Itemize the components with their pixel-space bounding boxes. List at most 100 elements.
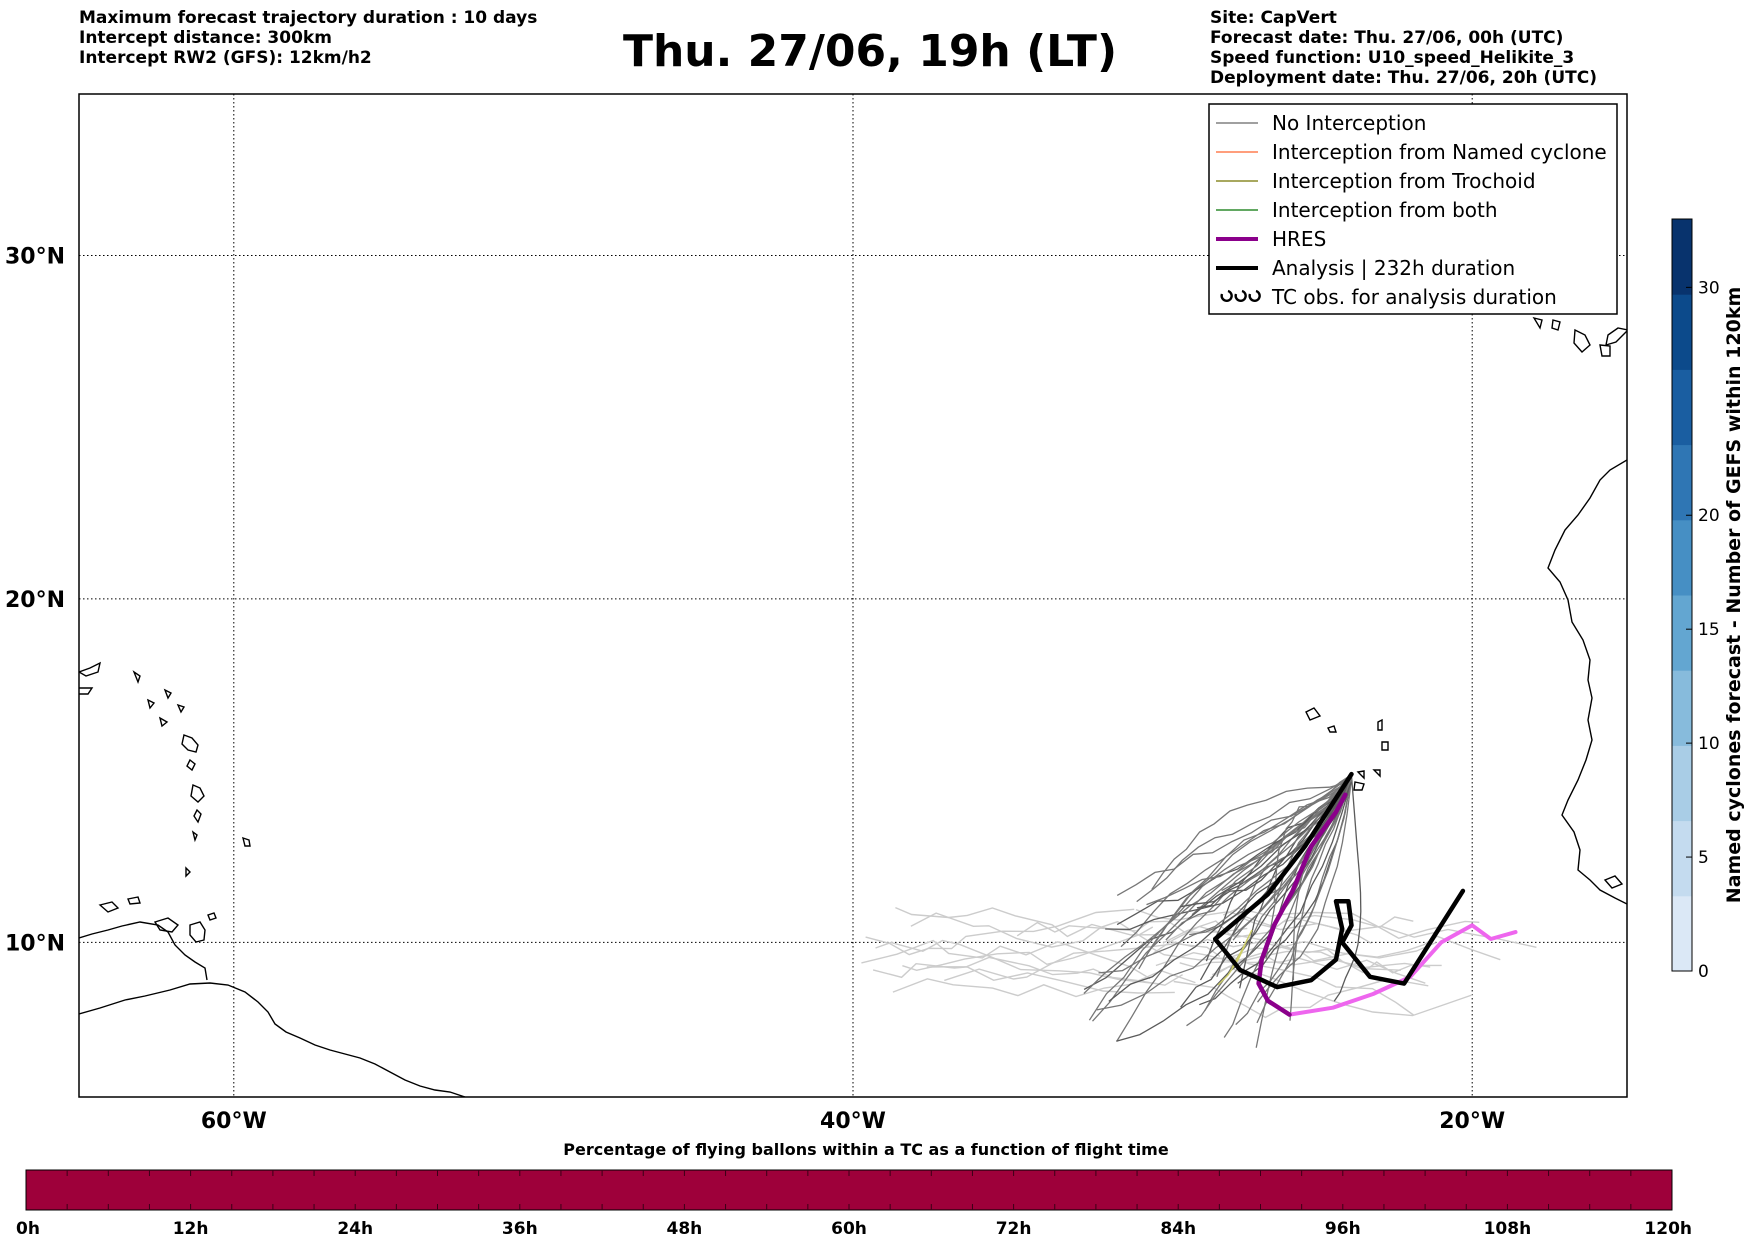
ensemble-trajectory — [1256, 778, 1353, 1003]
lon-tick-label: 20°W — [1439, 1109, 1505, 1134]
tc-obs-symbol — [1220, 289, 1233, 302]
legend: No Interception Interception from Named c… — [1208, 103, 1618, 315]
hres-trajectory — [1256, 792, 1348, 1017]
coast-antigua — [176, 703, 186, 714]
colorbar-right-tick-label: 20 — [1698, 506, 1720, 526]
ensemble-trajectory-light — [1155, 951, 1426, 984]
colorbar-right-tick-label: 30 — [1698, 278, 1720, 298]
ensemble-trajectory — [1255, 776, 1353, 1048]
coast-small-islands-3 — [146, 698, 156, 710]
ensemble-trajectory-light — [865, 908, 1135, 956]
ensemble-trajectory — [1199, 779, 1353, 1006]
header-info-right: Site: CapVert Forecast date: Thu. 27/06,… — [1210, 8, 1597, 88]
coast-canary-3 — [1599, 344, 1611, 357]
coast-south-america — [79, 982, 466, 1097]
ensemble-trajectory-light — [861, 939, 1151, 980]
coast-gulf-paria — [153, 917, 180, 933]
coast-cape-verde-3 — [1377, 718, 1383, 731]
ensemble-trajectory-light — [1016, 920, 1248, 937]
colorbar-bottom-tick-label: 108h — [1484, 1219, 1532, 1239]
ensemble-trajectory-light — [1179, 952, 1431, 969]
colorbar-bottom-tick-label: 12h — [173, 1219, 209, 1239]
coast-cape-verde-4 — [1381, 741, 1389, 751]
tc-obs-symbol — [1248, 289, 1261, 302]
coast-bijagos — [1603, 875, 1624, 889]
colorbar-right-tick-label: 0 — [1698, 962, 1709, 982]
colorbar-bottom-tick-label: 72h — [996, 1219, 1032, 1239]
ensemble-trajectories-light — [861, 906, 1537, 1019]
header-intercept-rw2: Intercept RW2 (GFS): 12km/h2 — [79, 48, 372, 68]
coast-barbados — [242, 836, 251, 847]
colorbar-right-cell — [1672, 219, 1692, 295]
header-max-duration: Maximum forecast trajectory duration : 1… — [79, 8, 538, 28]
legend-label: Analysis | 232h duration — [1272, 256, 1515, 280]
graticule — [79, 94, 1627, 1097]
lat-tick-label: 20°N — [5, 588, 65, 613]
coast-small-islands-2 — [158, 716, 169, 728]
ensemble-trajectory — [1151, 780, 1352, 890]
coastlines — [79, 316, 1627, 1097]
legend-box — [1208, 103, 1618, 315]
colorbar-right: 0 5 10 15 20 30 Named cyclones forecast - Num… — [1671, 218, 1745, 982]
colorbar-right-tick-label: 15 — [1698, 620, 1720, 640]
lat-tick-label: 30°N — [5, 244, 65, 269]
coast-canary-2 — [1605, 327, 1627, 347]
map-frame — [78, 93, 1628, 1098]
ensemble-trajectory-light — [910, 912, 1152, 948]
ensemble-trajectory — [1273, 774, 1352, 904]
colorbar-right-tick-label: 10 — [1698, 734, 1720, 754]
lat-tick-label: 10°N — [5, 931, 65, 956]
legend-label: Interception from Named cyclone — [1272, 140, 1607, 164]
colorbar-bottom-title: Percentage of flying ballons within a TC… — [563, 1140, 1169, 1159]
hres-trajectory-extended — [1287, 923, 1518, 1017]
colorbar-right-cell — [1672, 369, 1692, 446]
coast-cape-verde-1 — [1305, 707, 1322, 721]
coast-aruba-curacao — [98, 901, 120, 913]
coast-small-islands-4 — [163, 688, 172, 700]
coast-cape-verde-6 — [1372, 769, 1381, 778]
legend-label: Interception from both — [1272, 198, 1498, 222]
colorbar-bottom: Percentage of flying ballons within a TC… — [16, 1140, 1692, 1239]
colorbar-bottom-tick-label: 48h — [667, 1219, 703, 1239]
colorbar-right-tick-label: 5 — [1698, 848, 1709, 868]
coast-grenada — [185, 866, 191, 878]
colorbar-bottom-tick-labels: 0h 12h 24h 36h 48h 60h 72h 84h 96h 108h 120h — [16, 1219, 1692, 1239]
ensemble-trajectory — [1235, 775, 1353, 1026]
ensemble-trajectory-light — [1173, 978, 1429, 1019]
coast-st-lucia — [193, 808, 202, 824]
analysis-trajectory — [1212, 771, 1466, 990]
longitude-tick-labels: 60°W 40°W 20°W — [201, 1109, 1505, 1134]
tc-obs-symbol — [1234, 289, 1247, 302]
colorbar-bottom-tick-label: 84h — [1160, 1219, 1196, 1239]
ensemble-trajectory — [1138, 780, 1352, 970]
ensemble-trajectory — [1146, 773, 1353, 906]
header-forecast-date: Forecast date: Thu. 27/06, 00h (UTC) — [1210, 28, 1564, 48]
ensemble-trajectory — [1083, 773, 1352, 994]
colorbar-right-frame — [1671, 218, 1693, 972]
ensemble-trajectory-light — [926, 956, 1183, 986]
header-intercept-distance: Intercept distance: 300km — [79, 28, 332, 48]
header-info-left: Maximum forecast trajectory duration : 1… — [79, 8, 537, 68]
coast-canary-4 — [1551, 319, 1561, 331]
ensemble-trajectory — [1136, 775, 1352, 903]
ensemble-trajectory — [1116, 776, 1353, 926]
legend-label: No Interception — [1272, 111, 1426, 135]
coast-martinique — [190, 784, 205, 803]
lon-tick-label: 40°W — [820, 1109, 886, 1134]
ensemble-trajectory-light — [944, 942, 1221, 982]
header-site: Site: CapVert — [1210, 8, 1337, 28]
coast-canary-1 — [1573, 328, 1591, 353]
ensemble-trajectory — [1092, 778, 1352, 1022]
coast-guadeloupe — [181, 734, 199, 753]
page-title: Thu. 27/06, 19h (LT) — [622, 26, 1118, 77]
colorbar-right-cell — [1672, 670, 1692, 746]
latitude-tick-labels: 30°N 20°N 10°N — [5, 244, 65, 956]
legend-label: Interception from Trochoid — [1272, 169, 1536, 193]
coast-small-islands-1 — [132, 670, 141, 685]
colorbar-bottom-tick-label: 120h — [1644, 1219, 1692, 1239]
coast-cape-verde-2 — [1327, 725, 1337, 733]
colorbar-bottom-tick-label: 96h — [1325, 1219, 1361, 1239]
header-deployment-date: Deployment date: Thu. 27/06, 20h (UTC) — [1210, 68, 1597, 88]
colorbar-right-cell — [1672, 444, 1692, 521]
coast-trinidad — [189, 921, 206, 943]
